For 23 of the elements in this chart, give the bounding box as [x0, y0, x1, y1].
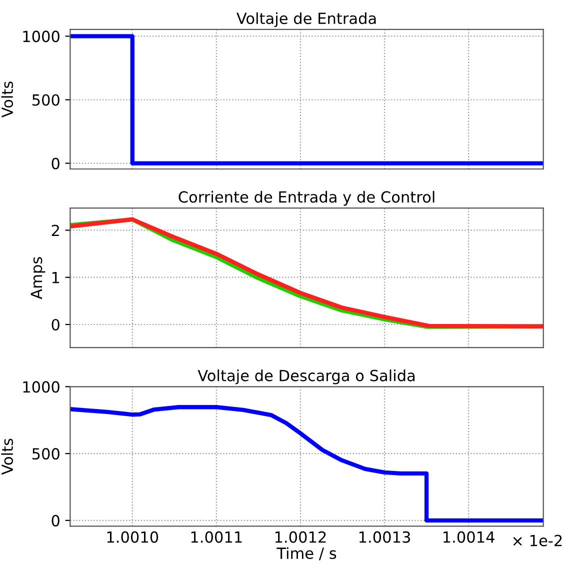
y-tick-label: 500: [32, 94, 60, 106]
y-tick-label: 1000: [23, 30, 60, 42]
y-tick-label: 2: [52, 224, 59, 236]
text: × 1e-2: [513, 534, 562, 546]
x-tick-label: 1.0010: [107, 531, 158, 543]
y-axis-title: Volts: [1, 82, 14, 118]
y-axis-title: Volts: [1, 438, 14, 475]
y-tick-label: 0: [52, 318, 60, 331]
y-tick-label: 1: [52, 272, 60, 284]
x-tick-label: 1.0014: [444, 531, 494, 543]
x-axis-title: Time / s: [276, 547, 336, 560]
chart-title: Voltaje de Entrada: [236, 12, 376, 28]
x-tick-label: 1.0013: [359, 531, 410, 543]
y-tick-label: 1000: [23, 381, 60, 393]
y-tick-label: 0: [52, 158, 60, 170]
x-tick-label: 1.0012: [275, 531, 326, 543]
line-series: [70, 405, 544, 523]
chart-title: Corriente de Entrada y de Control: [178, 190, 434, 206]
x-tick-label: 1.0011: [191, 531, 242, 543]
chart-title: Voltaje de Descarga o Salida: [198, 369, 415, 384]
y-tick-label: 0: [52, 514, 60, 526]
y-axis-title: Amps: [30, 257, 46, 300]
y-tick-label: 500: [32, 448, 60, 460]
